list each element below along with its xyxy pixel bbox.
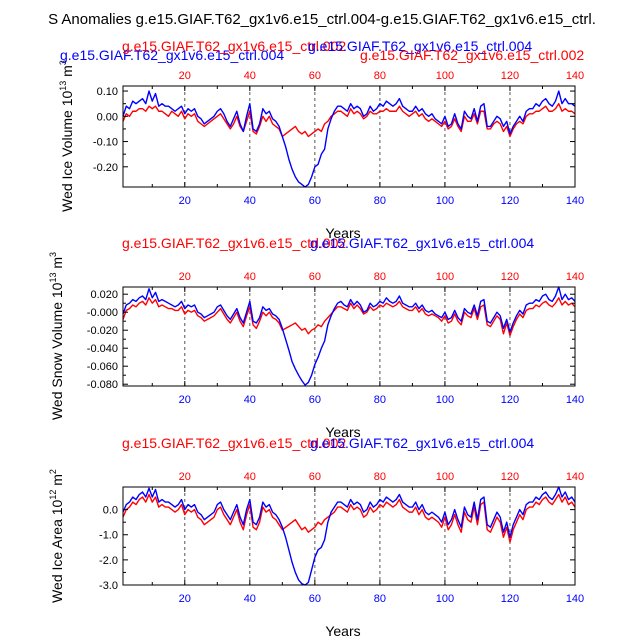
x-tick-label-top: 20 [179,271,191,283]
y-axis-title-unit-exponent: 3 [48,252,58,257]
plot-frame [122,486,576,586]
x-tick-label-bottom: 120 [501,394,519,406]
y-axis-title: Wed Ice Area 1012 m2 [48,469,65,603]
x-tick-label-top: 100 [436,271,454,283]
y-axis-title-text: Wed Ice Volume 10 [59,91,75,212]
series-line-ctrl-004 [122,286,576,386]
x-tick-label-bottom: 100 [436,593,454,605]
series-line-ctrl-002 [122,102,576,138]
x-axis-title: Years [325,424,360,440]
panels-layer: 0.10 0.00 -0.10 -0.20 20 20 40 40 60 60 80 80 100 100… [48,38,584,638]
x-tick-label-top: 40 [244,471,256,483]
top-label-blue: g.e15.GIAF.T62_gx1v6.e15_ctrl.004 [310,435,534,451]
top-label-red: g.e15.GIAF.T62_gx1v6.e15_ctrl.002 [122,435,346,451]
y-tick-label: 0.00 [97,111,118,123]
x-tick-label-bottom: 120 [501,195,519,207]
x-tick-label-bottom: 40 [244,195,256,207]
x-tick-label-top: 80 [374,271,386,283]
x-tick-label-bottom: 80 [374,394,386,406]
x-tick-label-top: 100 [436,70,454,82]
plot-frame [122,286,576,387]
panel-3: 0.0 -1.0 -2.0 -3.0 20 20 40 40 60 60 80 80 100 100 120… [48,435,584,638]
plot-frame [122,85,576,188]
x-tick-label-top: 60 [309,271,321,283]
y-tick-label: -0.080 [87,379,118,391]
x-tick-label-top: 60 [309,471,321,483]
y-tick-label: 0.0 [103,505,118,517]
y-axis-title-exponent: 13 [48,273,58,283]
x-tick-label-bottom: 20 [179,195,191,207]
y-axis-title-unit: m [59,65,75,81]
x-tick-label-top: 140 [566,70,584,82]
x-tick-label-bottom: 100 [436,394,454,406]
y-axis-title-unit-exponent: 3 [58,60,68,65]
x-tick-label-top: 60 [309,70,321,82]
top-label-blue-right: g.e15.GIAF.T62_gx1v6.e15_ctrl.004 [308,38,532,54]
figure-title: S Anomalies g.e15.GIAF.T62_gx1v6.e15_ctr… [48,11,596,28]
x-tick-label-bottom: 140 [566,195,584,207]
panel-2: 0.020 -0.000 -0.020 -0.040 -0.060 -0.080 20 20 4… [48,235,584,440]
x-tick-label-top: 120 [501,471,519,483]
y-tick-label: -0.20 [93,162,118,174]
x-tick-label-bottom: 140 [566,394,584,406]
y-axis-title-unit: m [49,474,65,490]
top-label-red: g.e15.GIAF.T62_gx1v6.e15_ctrl.002 [122,235,346,251]
x-tick-label-bottom: 40 [244,394,256,406]
y-axis-title-exponent: 13 [58,81,68,91]
x-tick-label-bottom: 20 [179,593,191,605]
y-tick-label: -0.000 [87,307,118,319]
x-axis-title: Years [325,225,360,241]
x-tick-label-bottom: 40 [244,593,256,605]
series-line-ctrl-002 [122,493,576,543]
y-axis-title-text: Wed Snow Volume 10 [49,282,65,420]
x-tick-label-bottom: 100 [436,195,454,207]
series-line-ctrl-004 [122,90,576,188]
y-tick-label: 0.020 [90,289,118,301]
y-tick-label: 0.10 [97,86,118,98]
x-tick-label-top: 80 [374,70,386,82]
x-tick-label-top: 40 [244,271,256,283]
x-tick-label-bottom: 120 [501,593,519,605]
x-tick-label-top: 20 [179,471,191,483]
x-tick-label-top: 40 [244,70,256,82]
x-tick-label-bottom: 80 [374,593,386,605]
y-axis-title-unit-exponent: 2 [48,469,58,474]
y-axis-title: Wed Snow Volume 1013 m3 [48,252,65,420]
x-tick-label-bottom: 80 [374,195,386,207]
x-tick-label-bottom: 60 [309,394,321,406]
y-tick-label: -1.0 [99,530,118,542]
y-axis-title-exponent: 12 [48,490,58,500]
series-line-ctrl-002 [122,297,576,337]
y-axis-title-text: Wed Ice Area 10 [49,499,65,602]
x-tick-label-bottom: 140 [566,593,584,605]
x-tick-label-top: 20 [179,70,191,82]
x-tick-label-bottom: 60 [309,195,321,207]
y-tick-label: -0.040 [87,343,118,355]
top-label-blue: g.e15.GIAF.T62_gx1v6.e15_ctrl.004 [310,235,534,251]
x-tick-label-top: 120 [501,271,519,283]
x-axis-title: Years [325,623,360,638]
top-label-red-right: g.e15.GIAF.T62_gx1v6.e15_ctrl.002 [360,47,584,63]
x-tick-label-top: 140 [566,471,584,483]
x-tick-label-bottom: 60 [309,593,321,605]
panel-1: 0.10 0.00 -0.10 -0.20 20 20 40 40 60 60 80 80 100 100… [58,38,584,241]
y-tick-label: -3.0 [99,580,118,592]
x-tick-label-top: 80 [374,471,386,483]
y-axis-title-unit: m [49,257,65,273]
series-line-ctrl-004 [122,486,576,586]
x-tick-label-top: 140 [566,271,584,283]
y-tick-label: -0.10 [93,137,118,149]
y-tick-label: -0.060 [87,361,118,373]
x-tick-label-top: 100 [436,471,454,483]
y-tick-label: -0.020 [87,325,118,337]
x-tick-label-top: 120 [501,70,519,82]
y-tick-label: -2.0 [99,555,118,567]
y-axis-title: Wed Ice Volume 1013 m3 [58,60,75,212]
top-label-red-left: g.e15.GIAF.T62_gx1v6.e15_ctrl.002 [122,38,346,54]
top-label-blue-left: g.e15.GIAF.T62_gx1v6.e15_ctrl.004 [60,47,284,63]
x-tick-label-bottom: 20 [179,394,191,406]
